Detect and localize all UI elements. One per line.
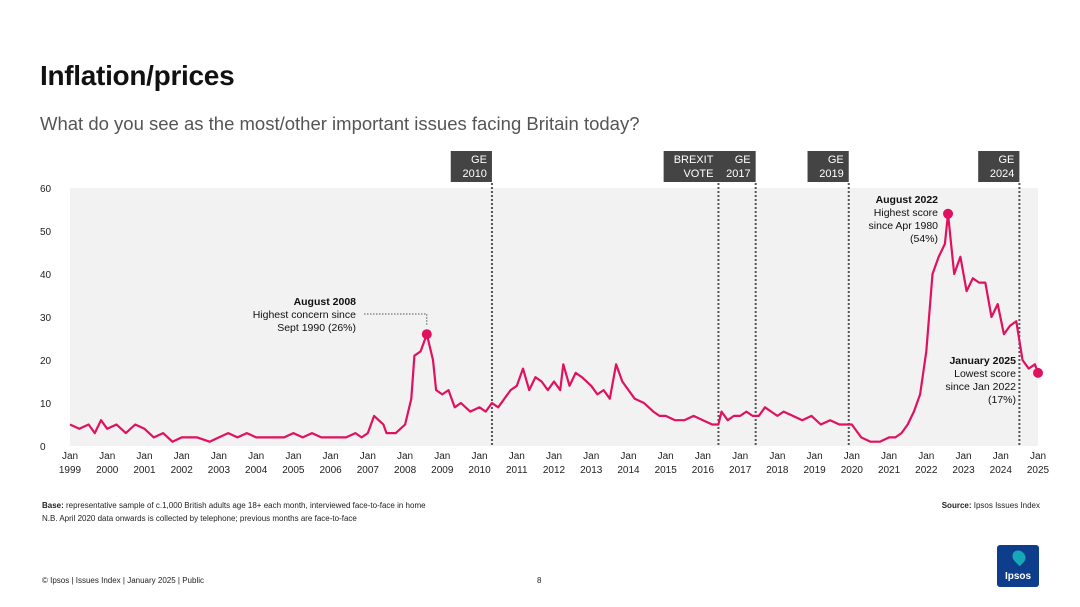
y-tick-label: 60 xyxy=(40,184,52,195)
plot-background xyxy=(70,188,1038,446)
copyright-footer: © Ipsos | Issues Index | January 2025 | … xyxy=(42,576,204,585)
base-footnote: Base: representative sample of c.1,000 B… xyxy=(42,501,426,510)
x-tick-label: Jan 2024 xyxy=(990,451,1013,476)
annotation-text: Sept 1990 (26%) xyxy=(277,322,356,334)
event-label: 2024 xyxy=(990,168,1014,180)
x-tick-label: Jan 2017 xyxy=(729,451,752,476)
x-tick-label: Jan 2002 xyxy=(171,451,194,476)
x-tick-label: Jan 2008 xyxy=(394,451,417,476)
y-tick-label: 50 xyxy=(40,227,52,238)
method-note: N.B. April 2020 data onwards is collecte… xyxy=(42,514,357,523)
y-tick-label: 10 xyxy=(40,399,52,410)
event-label-box xyxy=(807,151,849,182)
event-label: 2010 xyxy=(462,168,486,180)
annotation-text: since Apr 1980 xyxy=(869,220,939,232)
base-label: Base: xyxy=(42,501,64,510)
annotation-title: August 2008 xyxy=(294,296,357,308)
event-label: VOTE xyxy=(683,168,713,180)
annotation-title: August 2022 xyxy=(876,194,939,206)
source-text: Ipsos Issues Index xyxy=(971,501,1040,510)
event-label: GE xyxy=(735,154,751,166)
annotation-text: Highest concern since xyxy=(253,309,356,321)
source-label: Source: xyxy=(941,501,972,510)
x-tick-label: Jan 2025 xyxy=(1027,451,1050,476)
y-tick-label: 0 xyxy=(40,442,46,453)
annotation-title: January 2025 xyxy=(949,355,1016,367)
x-tick-label: Jan 2021 xyxy=(878,451,901,476)
x-tick-label: Jan 2001 xyxy=(133,451,156,476)
x-tick-label: Jan 2023 xyxy=(952,451,975,476)
x-tick-label: Jan 2022 xyxy=(915,451,938,476)
x-tick-label: Jan 1999 xyxy=(59,451,82,476)
annotation-marker xyxy=(421,329,432,340)
page-subtitle: What do you see as the most/other import… xyxy=(40,113,640,134)
event-label: 2019 xyxy=(819,168,843,180)
annotation-text: (17%) xyxy=(988,394,1016,406)
x-tick-label: Jan 2014 xyxy=(617,451,640,476)
x-tick-label: Jan 2000 xyxy=(96,451,119,476)
event-label: GE xyxy=(998,154,1014,166)
event-label-box xyxy=(663,151,719,182)
event-label: BREXIT xyxy=(674,154,714,166)
event-label-box xyxy=(450,151,492,182)
x-tick-label: Jan 2009 xyxy=(431,451,454,476)
x-tick-label: Jan 2004 xyxy=(245,451,268,476)
annotation-marker xyxy=(1033,367,1043,378)
x-tick-label: Jan 2010 xyxy=(468,451,491,476)
x-tick-label: Jan 2012 xyxy=(543,451,566,476)
event-label-box xyxy=(978,151,1020,182)
annotation-text: Highest score xyxy=(874,207,938,219)
y-tick-label: 20 xyxy=(40,356,52,367)
x-tick-label: Jan 2016 xyxy=(692,451,715,476)
x-tick-label: Jan 2015 xyxy=(655,451,678,476)
annotation-text: since Jan 2022 xyxy=(945,381,1016,393)
logo-drop-icon xyxy=(1009,547,1029,567)
logo-wordmark: Ipsos xyxy=(1004,571,1032,582)
event-label: GE xyxy=(828,154,844,166)
event-label: GE xyxy=(471,154,487,166)
annotation-text: (54%) xyxy=(910,233,938,245)
page-title: Inflation/prices xyxy=(40,60,235,91)
source-note: Source: Ipsos Issues Index xyxy=(942,501,1040,510)
x-tick-label: Jan 2005 xyxy=(282,451,305,476)
event-label: 2017 xyxy=(726,168,750,180)
x-tick-label: Jan 2020 xyxy=(841,451,864,476)
x-tick-label: Jan 2018 xyxy=(766,451,789,476)
x-tick-label: Jan 2019 xyxy=(803,451,826,476)
annotation-text: Lowest score xyxy=(954,368,1016,380)
y-tick-label: 40 xyxy=(40,270,52,281)
x-tick-label: Jan 2011 xyxy=(506,451,528,476)
ipsos-logo: Ipsos xyxy=(997,545,1039,587)
base-text: representative sample of c.1,000 British… xyxy=(63,501,426,510)
x-tick-label: Jan 2006 xyxy=(319,451,342,476)
x-tick-label: Jan 2003 xyxy=(208,451,231,476)
event-label-box xyxy=(714,151,756,182)
annotation-marker xyxy=(943,208,954,219)
inflation-series-line xyxy=(69,212,1040,443)
y-tick-label: 30 xyxy=(40,313,52,324)
x-tick-label: Jan 2013 xyxy=(580,451,603,476)
x-tick-label: Jan 2007 xyxy=(357,451,380,476)
page-number: 8 xyxy=(537,576,542,585)
